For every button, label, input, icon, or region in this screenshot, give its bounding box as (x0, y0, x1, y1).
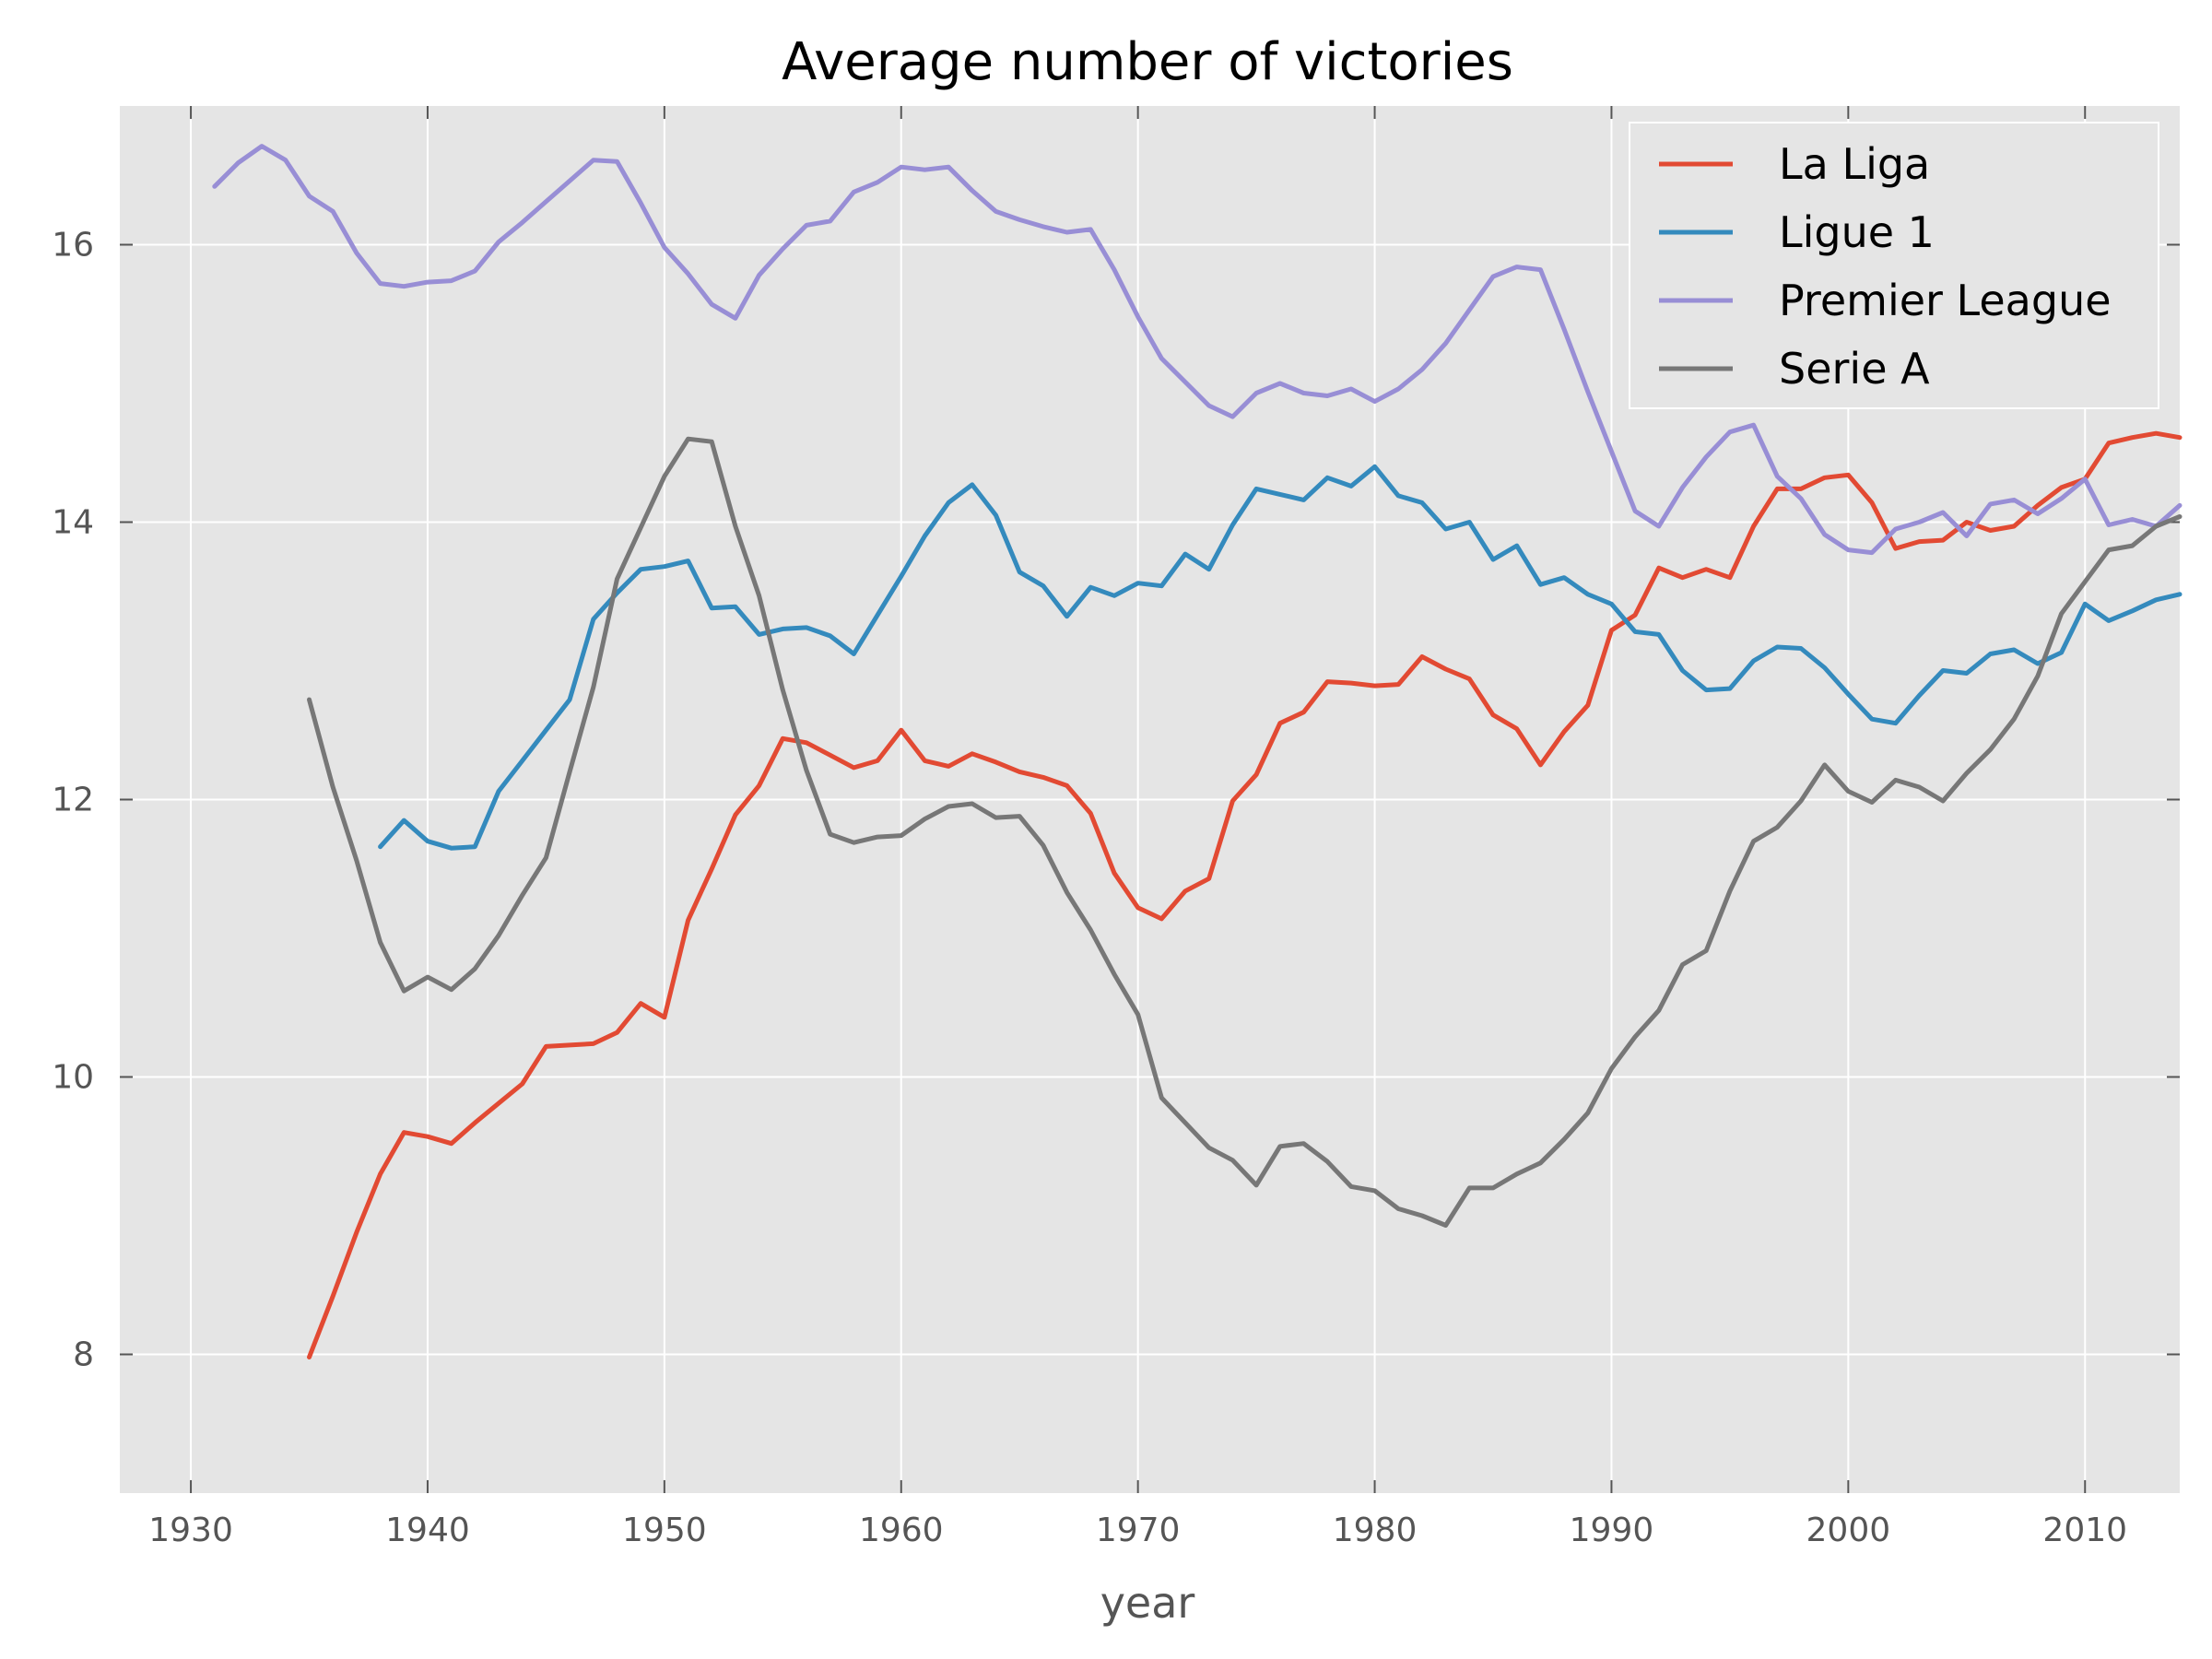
series-line-la-liga (307, 430, 2183, 1359)
y-tick-label: 10 (52, 1059, 94, 1097)
legend-label-serie-a: Serie A (1779, 344, 1930, 394)
y-tick-label: 12 (52, 782, 94, 819)
x-tick-label: 2010 (2042, 1512, 2127, 1549)
y-tick-label: 8 (73, 1336, 94, 1374)
x-tick-label: 2000 (1806, 1512, 1891, 1549)
x-tick-label: 1980 (1333, 1512, 1418, 1549)
x-tick-label: 1950 (622, 1512, 707, 1549)
chart-title: Average number of victories (782, 32, 1513, 92)
y-tick-label: 14 (52, 504, 94, 542)
legend-label-la-liga: La Liga (1779, 139, 1930, 189)
x-axis-label: year (1100, 1578, 1195, 1628)
x-tick-label: 1960 (859, 1512, 944, 1549)
x-tick-label: 1930 (148, 1512, 233, 1549)
y-tick-label: 16 (52, 227, 94, 265)
axis-ticks: 1930 1940 1950 1960 1970 1980 1990 2000 2010 8 10 1… (52, 106, 2180, 1549)
series-line-serie-a (307, 436, 2183, 1228)
legend-box (1629, 122, 2159, 409)
x-tick-label: 1970 (1096, 1512, 1181, 1549)
x-tick-label: 1990 (1570, 1512, 1654, 1549)
legend: La Liga Ligue 1 Premier League Serie A (1629, 122, 2159, 409)
series-line-ligue-1 (378, 464, 2183, 851)
series-line-premier-league (212, 144, 2183, 556)
series-lines (212, 144, 2183, 1359)
x-tick-label: 1940 (385, 1512, 470, 1549)
legend-label-premier-league: Premier League (1779, 276, 2112, 325)
legend-label-ligue-1: Ligue 1 (1779, 207, 1935, 257)
